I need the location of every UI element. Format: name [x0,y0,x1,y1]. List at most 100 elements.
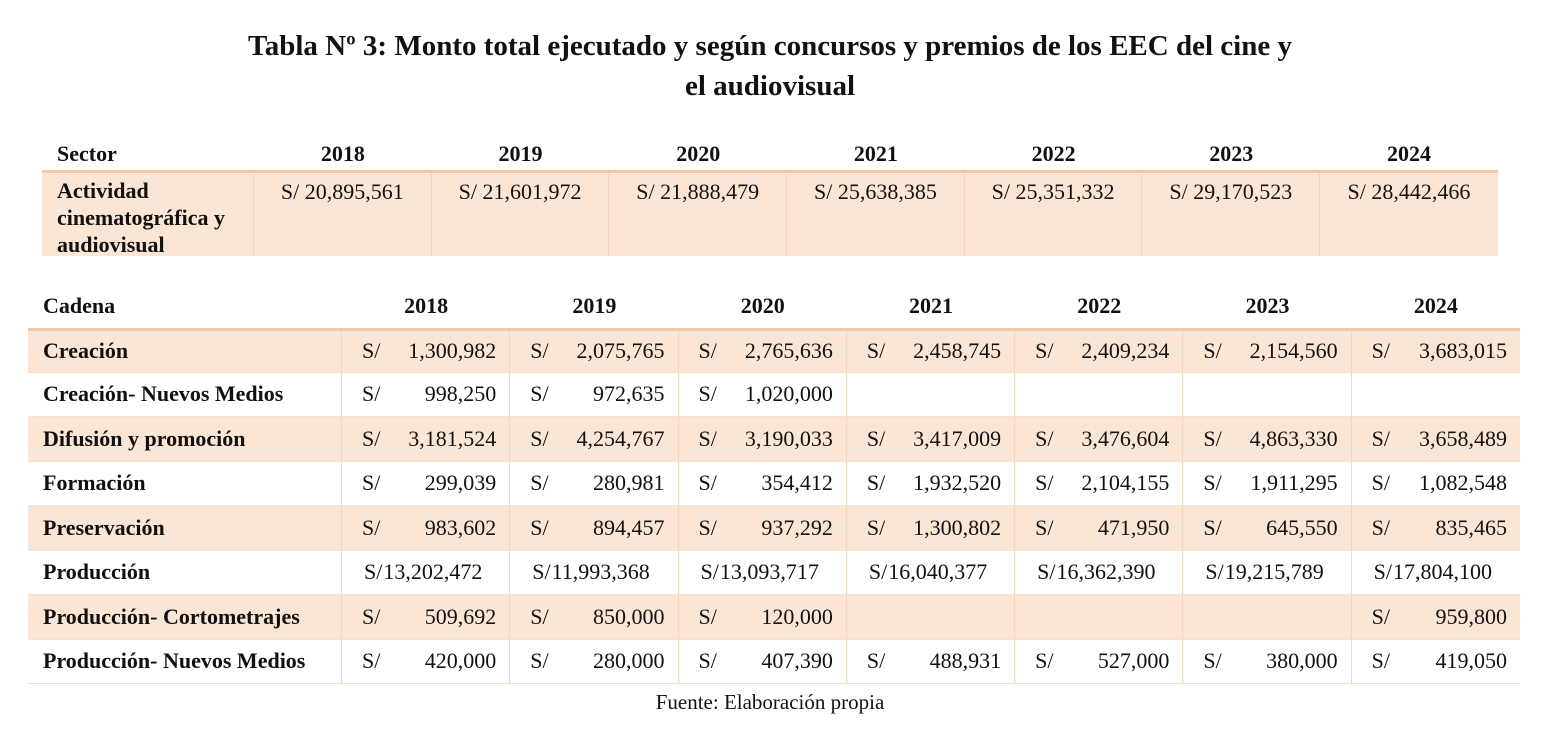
currency-symbol: S/ [361,514,381,540]
cadena-year-header: 2020 [740,293,785,318]
currency-symbol: S/ [1035,425,1054,451]
sector-row-label: Actividad cinematográfica y audiovisual [42,173,254,257]
amount: 2,104,155 [1081,470,1170,496]
currency-symbol: S/ [530,603,549,629]
value-cell: S/835,465 [1352,506,1520,550]
sector-value-cell: S/ 25,638,385 [787,173,965,256]
value-cell: S/280,981 [510,461,679,505]
amount: 527,000 [1097,648,1170,674]
amount: 2,075,765 [576,338,665,364]
currency-symbol: S/ [866,470,886,496]
value-cell: S/13,093,717 [679,550,847,594]
value-cell: S/13,202,472 [342,550,511,594]
amount: 407,390 [761,648,833,674]
currency-symbol: S/ [361,338,381,364]
currency-symbol: S/ [361,381,381,407]
sector-label-line: Actividad [57,178,149,203]
value-cell [1352,373,1520,417]
amount: 1,911,295 [1250,470,1338,496]
amount: 4,863,330 [1249,425,1338,451]
amount: 299,039 [424,470,497,496]
amount: 1,082,548 [1418,470,1507,496]
value-cell: S/998,250 [342,372,511,416]
amount: 2,154,560 [1249,338,1338,364]
amount: 998,250 [424,381,497,407]
value-cell: S/1,300,802 [847,506,1016,550]
currency-symbol: S/ [698,338,717,364]
value-cell: S/3,417,009 [847,417,1016,461]
value-cell: S/471,950 [1015,506,1184,550]
value-cell [1015,372,1184,416]
table-row: Producción- Nuevos Medios S/420,000 S/280,… [28,639,1520,684]
value-cell: S/17,804,100 [1352,551,1520,595]
currency-symbol: S/ [1035,470,1054,496]
sector-year-header: 2020 [676,141,721,166]
value-cell: S/1,911,295 [1183,461,1352,505]
value-cell: S/16,040,377 [847,550,1016,594]
value-cell: S/850,000 [510,595,679,639]
row-label: Creación [28,331,342,372]
amount: 1,300,802 [913,514,1002,540]
amount: 3,181,524 [408,425,497,451]
table-row: Creación- Nuevos Medios S/998,250 S/972,63… [28,372,1520,417]
amount: 16,040,377 [888,559,988,585]
value-cell: S/1,932,520 [847,461,1016,505]
value-cell: S/19,215,789 [1183,550,1352,594]
value-cell: S/1,082,548 [1352,462,1520,506]
sector-data-row: Actividad cinematográfica y audiovisual … [42,170,1498,257]
cadena-rows: Creación S/1,300,982 S/2,075,765 S/2,765,63… [28,328,1520,684]
currency-symbol: S/ [530,514,549,540]
amount: 17,804,100 [1393,559,1493,585]
value-cell: S/1,300,982 [342,331,511,372]
value-cell: S/509,692 [342,595,511,639]
value-cell: S/419,050 [1352,640,1520,684]
amount: 3,683,015 [1418,338,1507,364]
amount: 120,000 [761,603,833,629]
value-cell [847,372,1016,416]
currency-symbol: S/ [530,425,549,451]
currency-symbol: S/ [1371,514,1391,540]
source-note: Fuente: Elaboración propia [655,690,885,714]
value-cell: S/120,000 [679,595,847,639]
table-row: Producción S/13,202,472 S/11,993,368 S/13,0… [28,550,1520,595]
value-cell: S/3,683,015 [1352,331,1520,372]
value-cell: S/407,390 [679,639,847,683]
table-row: Creación S/1,300,982 S/2,075,765 S/2,765,63… [28,328,1520,373]
amount: 2,458,745 [913,338,1002,364]
value-cell: S/894,457 [510,506,679,550]
amount: 835,465 [1435,514,1507,540]
currency-symbol: S/ [1203,514,1222,540]
currency-symbol: S/ [1203,648,1222,674]
cadena-year-header: 2024 [1413,293,1458,318]
currency-symbol: S/ [698,603,717,629]
amount: 16,362,390 [1056,559,1156,585]
amount: 3,417,009 [913,425,1002,451]
row-label: Producción- Cortometrajes [28,595,342,639]
currency-symbol: S/ [868,559,888,585]
value-cell: S/354,412 [679,461,847,505]
cadena-header-row: Cadena 2018 2019 2020 2021 2022 2023 202… [28,284,1520,328]
amount: 19,215,789 [1224,559,1324,585]
value-cell: S/2,409,234 [1015,331,1184,372]
currency-symbol: S/ [866,514,886,540]
row-label: Formación [28,461,342,505]
sector-year-header: 2021 [853,141,898,166]
currency-symbol: S/ [532,559,551,585]
table-row: Difusión y promoción S/3,181,524 S/4,254,7… [28,417,1520,462]
amount: 11,993,368 [551,559,650,585]
amount: 850,000 [593,603,665,629]
sector-year-header: 2018 [320,141,365,166]
sector-value-cell: S/ 29,170,523 [1142,173,1321,256]
currency-symbol: S/ [1371,603,1391,629]
currency-symbol: S/ [361,648,381,674]
sector-header-label: Sector [57,141,117,166]
currency-symbol: S/ [866,425,886,451]
amount: 894,457 [593,514,665,540]
currency-symbol: S/ [700,559,719,585]
currency-symbol: S/ [361,425,381,451]
currency-symbol: S/ [361,603,381,629]
sector-value-cell: S/ 20,895,561 [254,173,432,256]
amount: 3,190,033 [744,425,833,451]
value-cell: S/2,154,560 [1183,331,1352,372]
amount: 3,476,604 [1081,425,1170,451]
